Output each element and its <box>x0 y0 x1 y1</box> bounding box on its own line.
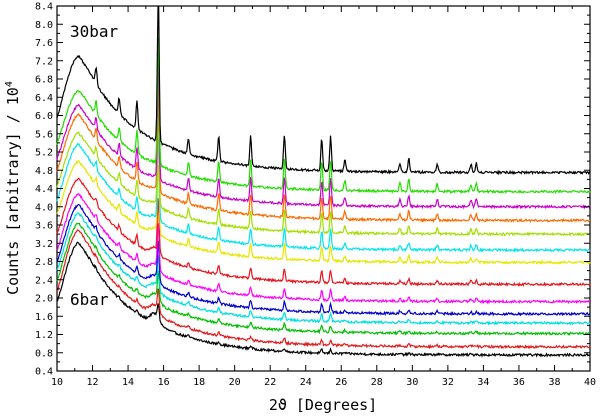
series-line <box>56 112 591 237</box>
x-tick-label: 38 <box>548 377 560 388</box>
series-layer <box>56 5 591 358</box>
y-tick-label: 1.2 <box>35 330 53 341</box>
tick-layer: 10 12 14 16 18 20 22 24 26 28 30 32 34 36 38 40 0.4 0.8 1.… <box>35 2 596 389</box>
series-line <box>56 241 591 358</box>
annotation-bottom: 6bar <box>70 290 109 309</box>
series-line <box>56 212 591 326</box>
series-line <box>56 159 591 266</box>
x-tick-label: 22 <box>264 377 276 388</box>
y-tick-label: 1.6 <box>35 312 53 323</box>
y-axis-label-exponent: 4 <box>4 81 15 87</box>
series-line <box>56 192 591 305</box>
series-line <box>56 204 591 317</box>
y-tick-label: 5.2 <box>35 148 53 159</box>
x-axis-label: 2ϑ [Degrees] <box>269 396 377 414</box>
y-tick-label: 2.4 <box>35 275 53 286</box>
x-tick-label: 28 <box>371 377 383 388</box>
x-tick-label: 36 <box>513 377 525 388</box>
x-tick-label: 30 <box>406 377 418 388</box>
x-tick-label: 34 <box>477 377 489 388</box>
series-line <box>56 37 591 195</box>
y-tick-label: 6.4 <box>35 93 53 104</box>
y-tick-label: 6.8 <box>35 75 53 86</box>
y-tick-label: 7.2 <box>35 56 53 67</box>
y-tick-label: 4.0 <box>35 202 53 213</box>
y-tick-label: 0.8 <box>35 348 53 359</box>
series-line <box>56 137 591 253</box>
y-tick-label: 3.6 <box>35 221 53 232</box>
y-tick-label: 6.0 <box>35 111 53 122</box>
y-axis-label: Counts [arbitrary] / 104 <box>4 81 22 295</box>
y-tick-label: 4.4 <box>35 184 53 195</box>
y-tick-label: 2.0 <box>35 294 53 305</box>
series-line <box>56 229 591 350</box>
y-tick-label: 0.4 <box>35 367 53 378</box>
series-line <box>56 63 591 210</box>
series-line <box>56 177 591 287</box>
series-line <box>56 5 591 176</box>
x-tick-label: 40 <box>584 377 596 388</box>
x-tick-label: 12 <box>87 377 99 388</box>
x-tick-label: 16 <box>158 377 170 388</box>
y-tick-label: 4.8 <box>35 166 53 177</box>
x-tick-label: 14 <box>122 377 134 388</box>
series-line <box>56 222 591 336</box>
x-tick-label: 24 <box>300 377 312 388</box>
x-tick-label: 18 <box>193 377 205 388</box>
y-tick-label: 8.0 <box>35 20 53 31</box>
x-tick-label: 10 <box>51 377 63 388</box>
y-tick-label: 8.4 <box>35 2 53 13</box>
x-tick-label: 20 <box>229 377 241 388</box>
series-line <box>56 86 591 223</box>
y-axis-label-text: Counts [arbitrary] / 10 <box>4 87 22 295</box>
y-tick-label: 7.6 <box>35 38 53 49</box>
y-tick-label: 3.2 <box>35 239 53 250</box>
x-tick-label: 32 <box>442 377 454 388</box>
annotation-top: 30bar <box>70 22 119 41</box>
x-tick-label: 26 <box>335 377 347 388</box>
y-tick-label: 5.6 <box>35 129 53 140</box>
y-tick-label: 2.8 <box>35 257 53 268</box>
